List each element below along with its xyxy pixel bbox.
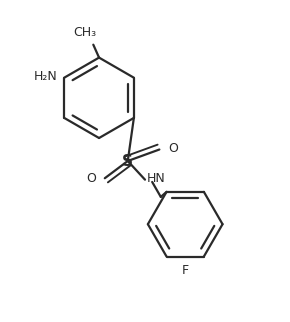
Text: S: S	[122, 154, 133, 168]
Text: F: F	[182, 264, 189, 277]
Text: HN: HN	[146, 172, 165, 185]
Text: O: O	[168, 142, 178, 155]
Text: H₂N: H₂N	[33, 70, 57, 83]
Text: O: O	[86, 172, 96, 185]
Text: CH₃: CH₃	[73, 26, 96, 39]
